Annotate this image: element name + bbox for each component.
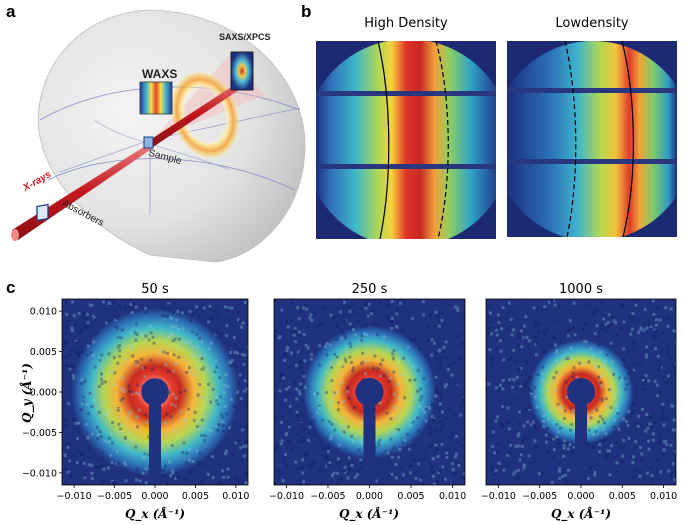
x-tick-label: 0.005 bbox=[182, 491, 209, 502]
x-axis-label-3: Q_x (Å⁻¹) bbox=[550, 507, 612, 521]
saxs-label: SAXS/XPCS bbox=[219, 32, 271, 42]
title-high-density: High Density bbox=[364, 16, 448, 31]
fit-line-dashed bbox=[435, 41, 449, 239]
title-50s: 50 s bbox=[141, 282, 169, 297]
panel-b-letter: b bbox=[301, 2, 312, 21]
panel-a-letter: a bbox=[6, 2, 16, 21]
y-tick-label: 0.010 bbox=[30, 307, 57, 318]
speckle-texture bbox=[62, 299, 248, 485]
y-tick-label: 0.000 bbox=[30, 388, 57, 399]
x-tick-label: −0.005 bbox=[522, 491, 557, 502]
waxs-detector bbox=[139, 81, 173, 115]
x-tick-label: 0.005 bbox=[397, 491, 424, 502]
speckle-texture bbox=[274, 299, 465, 485]
panel-c-letter: c bbox=[6, 278, 16, 297]
title-250s: 250 s bbox=[351, 282, 388, 297]
x-axis-label-1: Q_x (Å⁻¹) bbox=[124, 507, 186, 521]
x-tick-label: −0.010 bbox=[57, 491, 92, 502]
waxs-image-high-density bbox=[316, 41, 496, 239]
x-tick-label: 0.010 bbox=[650, 491, 677, 502]
y-tick-label: 0.005 bbox=[30, 347, 57, 358]
x-tick-label: −0.010 bbox=[269, 491, 304, 502]
x-tick-label: 0.000 bbox=[141, 491, 168, 502]
title-low-density: Lowdensity bbox=[555, 16, 629, 31]
x-tick-label: 0.000 bbox=[356, 491, 383, 502]
title-1000s: 1000 s bbox=[559, 282, 603, 297]
fit-line-solid bbox=[377, 41, 390, 239]
waxs-label: WAXS bbox=[142, 67, 178, 81]
x-tick-label: 0.000 bbox=[567, 491, 594, 502]
absorber-icon bbox=[36, 203, 49, 222]
xpcs-heatmap-1: −0.010 −0.005 0.000 0.005 0.010 bbox=[269, 298, 466, 502]
fit-line-dashed bbox=[564, 41, 577, 237]
sample-icon bbox=[143, 136, 154, 149]
y-tick-label: −0.005 bbox=[22, 428, 57, 439]
xpcs-heatmap-0: −0.010 −0.005 0.000 0.005 0.010 −0.010 −0.005 0… bbox=[22, 298, 249, 502]
x-tick-label: −0.005 bbox=[310, 491, 345, 502]
fit-line-solid bbox=[621, 41, 634, 237]
y-tick-label: −0.010 bbox=[22, 468, 57, 479]
x-axis-label-2: Q_x (Å⁻¹) bbox=[338, 507, 400, 521]
x-tick-label: 0.005 bbox=[609, 491, 636, 502]
x-tick-label: −0.005 bbox=[97, 491, 132, 502]
diffraction-ring bbox=[169, 70, 241, 160]
xpcs-heatmap-2: −0.010 −0.005 0.000 0.005 0.010 bbox=[481, 298, 677, 502]
waxs-image-low-density bbox=[507, 41, 677, 237]
beamstop-arm bbox=[575, 392, 587, 485]
x-tick-label: −0.010 bbox=[481, 491, 516, 502]
x-tick-label: 0.010 bbox=[439, 491, 466, 502]
beamstop-arm bbox=[363, 392, 376, 485]
speckle-texture bbox=[486, 299, 676, 485]
saxs-detector bbox=[230, 51, 254, 91]
x-tick-label: 0.010 bbox=[222, 491, 249, 502]
xray-beam-out bbox=[150, 78, 248, 147]
beamstop-arm bbox=[149, 392, 161, 485]
panel-a-schematic bbox=[11, 9, 306, 263]
